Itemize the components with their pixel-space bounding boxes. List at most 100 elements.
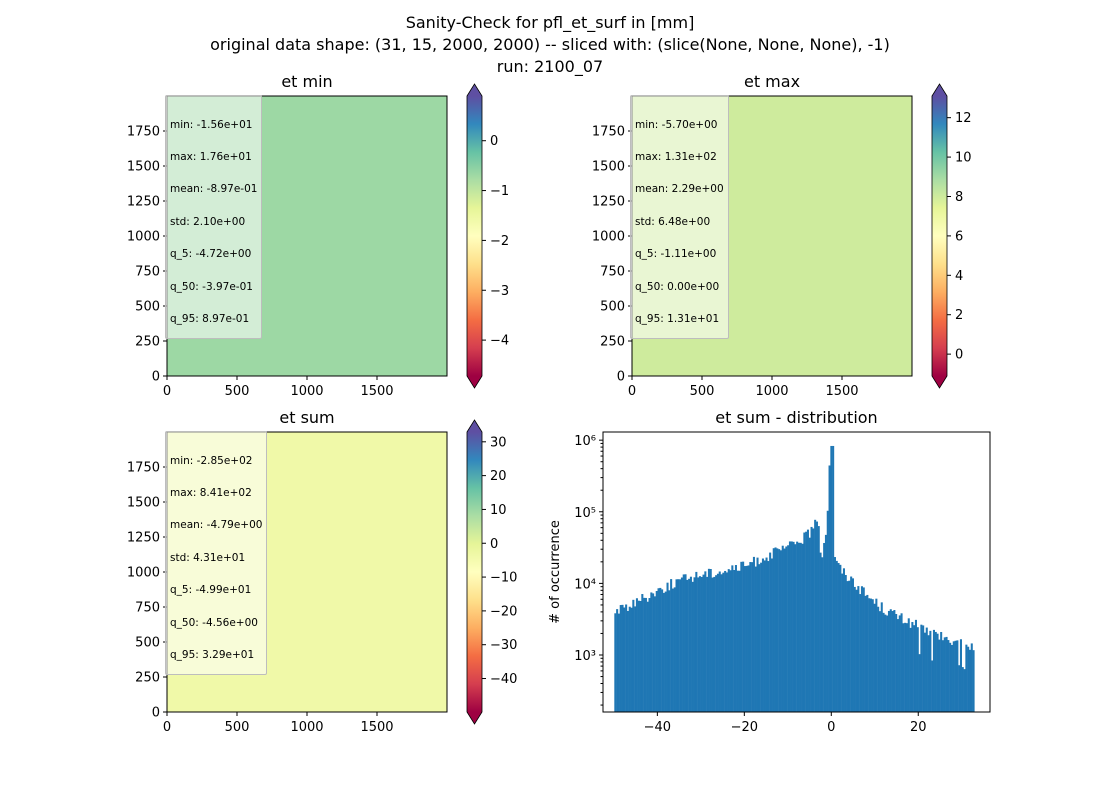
colorbar-extend-min [467, 376, 482, 388]
histogram-bar [634, 606, 637, 712]
colorbar-gradient [467, 432, 482, 712]
colorbar-tick-label: 10 [955, 151, 972, 166]
histogram-bar [621, 604, 624, 712]
colorbar-tick-label: 0 [955, 348, 963, 363]
histogram-bar [646, 601, 649, 712]
colorbar-tick-label: −2 [490, 234, 509, 249]
colorbar-outline [466, 83, 483, 389]
y-tick-label: 1250 [127, 195, 160, 210]
histogram-bar [657, 588, 660, 712]
panel-title: et max [744, 72, 800, 91]
histogram-bar [625, 604, 628, 712]
y-tick-label: 1750 [127, 125, 160, 140]
histogram-bar [628, 606, 631, 712]
y-tick-label: 1500 [127, 496, 160, 511]
histogram-bar [652, 593, 655, 712]
colorbar-tick-label: 0 [490, 537, 498, 552]
y-tick-label: 250 [135, 671, 160, 686]
suptitle-line-1: Sanity-Check for pfl_et_surf in [mm] [405, 13, 695, 32]
x-tick-label: 500 [225, 720, 250, 735]
y-tick-label: 0 [617, 370, 625, 385]
y-tick-label: 500 [600, 300, 625, 315]
y-tick-label: 500 [135, 300, 160, 315]
histogram-bar [619, 605, 622, 712]
colorbar-tick-label: 12 [955, 111, 972, 126]
histogram-bar [677, 579, 680, 712]
colorbar-tick-label: 4 [955, 269, 963, 284]
histogram-bar [668, 590, 671, 712]
histogram-bar [623, 607, 626, 712]
histogram-bar [635, 598, 638, 712]
histogram-bar [616, 609, 619, 712]
histogram-bar [659, 587, 662, 712]
x-tick-label: 1000 [755, 384, 788, 399]
histogram-bar [671, 588, 674, 712]
x-tick-label: 0 [163, 384, 171, 399]
colorbar-outline [466, 419, 483, 725]
y-tick-label: 250 [600, 335, 625, 350]
colorbar: 0 −1 −2 −3 −4 [466, 83, 509, 389]
suptitle-line-3: run: 2100_07 [496, 57, 604, 76]
histogram-bar [648, 598, 651, 712]
y-tick-label: 0 [152, 706, 160, 721]
colorbar: 0 2 4 6 8 10 12 [931, 83, 972, 389]
x-tick-label: 1500 [825, 384, 858, 399]
histogram-bar [664, 591, 667, 712]
colorbar-tick-label: −4 [490, 334, 509, 349]
y-tick-label: 1750 [127, 461, 160, 476]
histogram-bar [626, 610, 629, 712]
y-tick-label: 750 [600, 265, 625, 280]
histogram-bar [650, 592, 653, 712]
histogram-bar [614, 613, 617, 712]
histogram-panel: et sum - distribution−40 −20 0 2010³10⁴10⁵1… [548, 408, 991, 735]
y-tick-label: 1000 [127, 566, 160, 581]
histogram-bar [673, 587, 676, 712]
colorbar-tick-label: −20 [490, 604, 517, 619]
colorbar-tick-label: −1 [490, 184, 509, 199]
x-tick-label: 0 [163, 720, 171, 735]
histogram-bar [637, 600, 640, 712]
colorbar-tick-label: −40 [490, 672, 517, 687]
figure-suptitle: Sanity-Check for pfl_et_surf in [mm] ori… [0, 12, 1100, 78]
y-tick-label: 1500 [592, 160, 625, 175]
y-tick-label: 1750 [592, 125, 625, 140]
histogram-bar [655, 591, 658, 712]
colorbar-tick-label: 2 [955, 308, 963, 323]
colorbar-extend-max [467, 84, 482, 96]
histogram-bar [632, 599, 635, 712]
colorbar-tick-label: 30 [490, 435, 507, 450]
y-tick-label: 750 [135, 265, 160, 280]
x-tick-label: 1500 [360, 384, 393, 399]
y-tick-label: 1250 [592, 195, 625, 210]
histogram-bar [675, 579, 678, 712]
y-tick-label: 1250 [127, 531, 160, 546]
x-tick-label: 500 [690, 384, 715, 399]
suptitle-line-2: original data shape: (31, 15, 2000, 2000… [210, 35, 890, 54]
colorbar-outline [931, 83, 948, 389]
colorbar-tick-label: 0 [490, 134, 498, 149]
histogram-bar [639, 600, 642, 712]
colorbar-tick-label: −3 [490, 284, 509, 299]
histogram-bar [630, 607, 633, 712]
x-tick-label: 1500 [360, 720, 393, 735]
y-tick-label: 1500 [127, 160, 160, 175]
colorbar-gradient [932, 96, 947, 376]
y-tick-label: 0 [152, 370, 160, 385]
y-tick-label: 1000 [127, 230, 160, 245]
histogram-bar [666, 582, 669, 712]
histogram-bar [643, 597, 646, 712]
colorbar-tick-label: 8 [955, 190, 963, 205]
colorbar: 30 20 10 0 −10 −20 −30 −40 [466, 419, 517, 725]
histogram-bar [679, 579, 682, 712]
colorbar-extend-max [467, 420, 482, 432]
histogram-bar [680, 577, 683, 712]
panel-title: et min [281, 72, 332, 91]
x-tick-label: 1000 [290, 720, 323, 735]
colorbar-tick-label: −30 [490, 638, 517, 653]
colorbar-gradient [467, 96, 482, 376]
colorbar-tick-label: 10 [490, 503, 507, 518]
colorbar-tick-label: −10 [490, 571, 517, 586]
histogram-bars [614, 445, 975, 712]
colorbar-extend-min [932, 376, 947, 388]
histogram-bar [661, 589, 664, 712]
